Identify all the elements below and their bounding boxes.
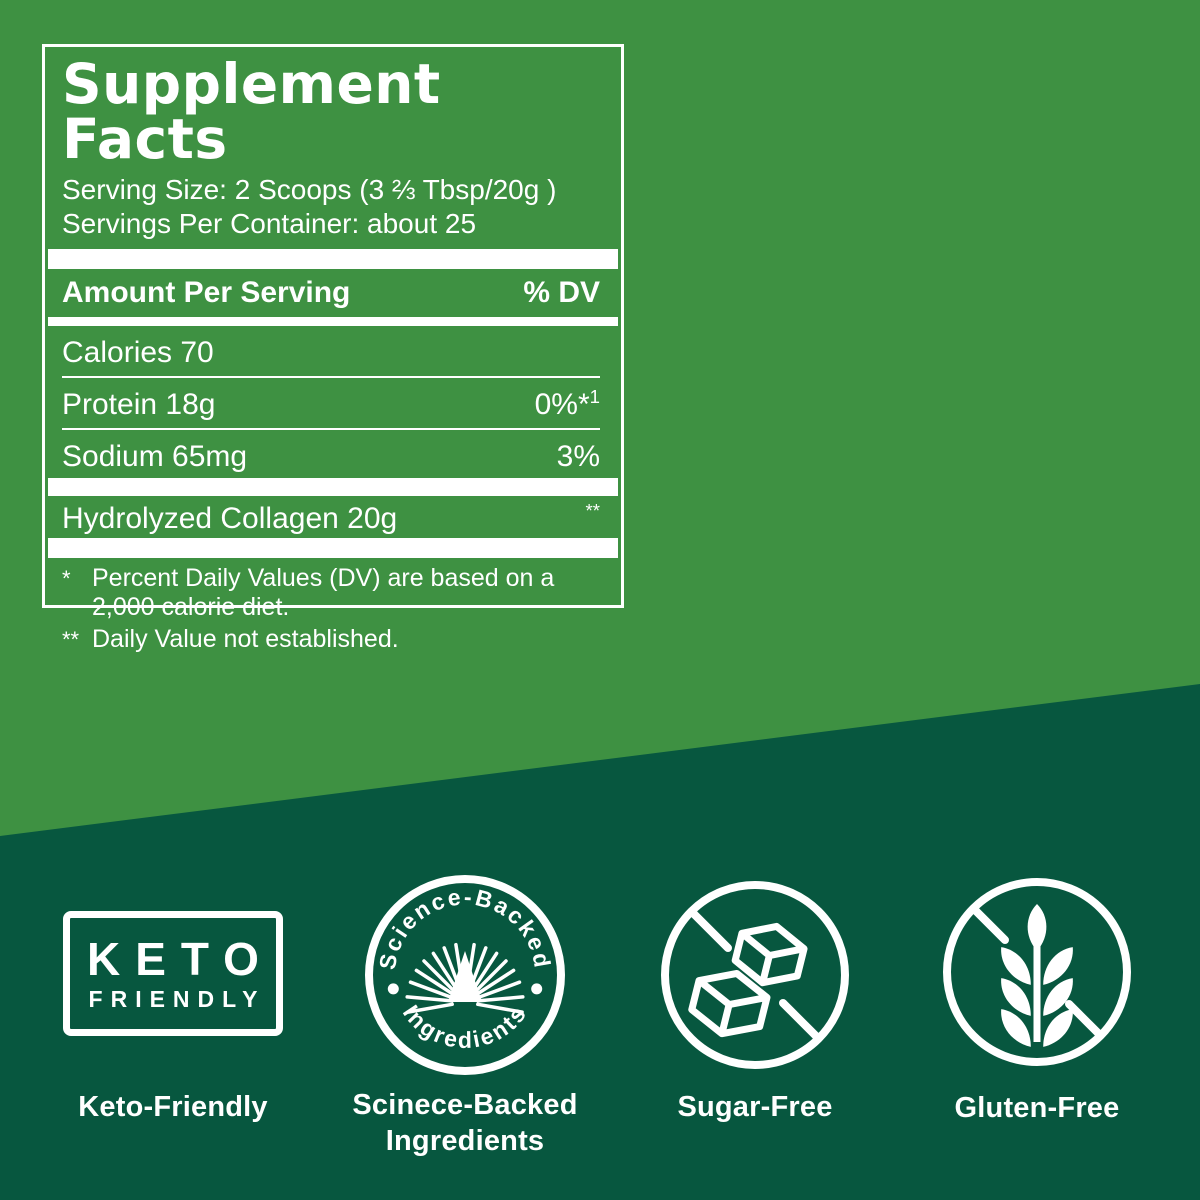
nutrient-name: Calories 70 bbox=[62, 336, 214, 369]
gluten-free-icon bbox=[943, 878, 1131, 1066]
keto-box-word: KETO bbox=[87, 932, 274, 985]
nutrient-name: Protein 18g bbox=[62, 388, 216, 421]
nutrient-row-calories: Calories 70 bbox=[62, 326, 600, 378]
stamp-right-dot bbox=[531, 983, 543, 995]
nutrient-row-protein: Protein 18g 0%*1 bbox=[62, 378, 600, 430]
science-backed-stamp-icon: Science-Backed Ingredients bbox=[365, 875, 565, 1075]
starburst-peak bbox=[448, 951, 482, 1002]
footnote-marker: ** bbox=[62, 627, 80, 652]
footnote-not-established: ** Daily Value not established. bbox=[62, 625, 600, 654]
stamp-left-dot bbox=[387, 983, 399, 995]
wheat-stalk bbox=[1001, 904, 1073, 1047]
footnote-daily-values: * Percent Daily Values (DV) are based on… bbox=[62, 564, 600, 622]
supplement-facts-panel: Supplement Facts Serving Size: 2 Scoops … bbox=[42, 44, 624, 653]
divider-bar-top bbox=[48, 249, 618, 269]
badge-label-sugar-free: Sugar-Free bbox=[677, 1091, 833, 1123]
footnote-text: Percent Daily Values (DV) are based on a… bbox=[92, 564, 555, 621]
nutrient-value: ** bbox=[585, 500, 600, 521]
footnote-text: Daily Value not established. bbox=[92, 625, 399, 653]
badge-label-gluten-free: Gluten-Free bbox=[954, 1092, 1120, 1124]
servings-per-container-line: Servings Per Container: about 25 bbox=[62, 208, 477, 239]
sugar-cube-top bbox=[731, 922, 808, 987]
footnote-marker: * bbox=[62, 566, 71, 591]
nutrient-value: 0%*1 bbox=[534, 386, 600, 421]
table-header-row: Amount Per Serving % DV bbox=[62, 273, 600, 317]
nutrient-name: Hydrolyzed Collagen 20g bbox=[62, 502, 398, 535]
badge-label-science: Scinece-Backed Ingredients bbox=[352, 1089, 578, 1157]
sugar-cube-bottom bbox=[688, 969, 771, 1038]
keto-friendly-badge-icon: KETO FRIENDLY bbox=[63, 911, 283, 1036]
nutrient-row-sodium: Sodium 65mg 3% bbox=[62, 430, 600, 478]
amount-per-serving-header: Amount Per Serving bbox=[62, 276, 351, 309]
science-backed-badge: Science-Backed Ingredients bbox=[325, 870, 605, 1159]
serving-size-line: Serving Size: 2 Scoops (3 ⅔ Tbsp/20g ) bbox=[62, 174, 557, 205]
keto-box-subword: FRIENDLY bbox=[88, 985, 266, 1012]
nutrient-name: Sodium 65mg bbox=[62, 440, 248, 473]
nutrient-row-collagen: Hydrolyzed Collagen 20g ** bbox=[62, 496, 600, 538]
keto-friendly-badge: KETO FRIENDLY Keto-Friendly bbox=[33, 911, 313, 1125]
footnotes: * Percent Daily Values (DV) are based on… bbox=[62, 564, 600, 654]
sugar-free-icon bbox=[661, 881, 849, 1069]
badge-label-keto: Keto-Friendly bbox=[78, 1091, 268, 1123]
percent-dv-header: % DV bbox=[523, 276, 600, 309]
divider-bar-bottom bbox=[48, 538, 618, 558]
nutrient-value: 3% bbox=[556, 440, 600, 473]
sugar-free-badge: Sugar-Free bbox=[615, 877, 895, 1125]
header-underline-bar bbox=[48, 317, 618, 326]
divider-bar-middle bbox=[48, 478, 618, 496]
panel-title: Supplement Facts bbox=[62, 52, 441, 171]
svg-text:Ingredients: Ingredients bbox=[398, 1000, 532, 1053]
gluten-free-badge: Gluten-Free bbox=[897, 874, 1177, 1126]
